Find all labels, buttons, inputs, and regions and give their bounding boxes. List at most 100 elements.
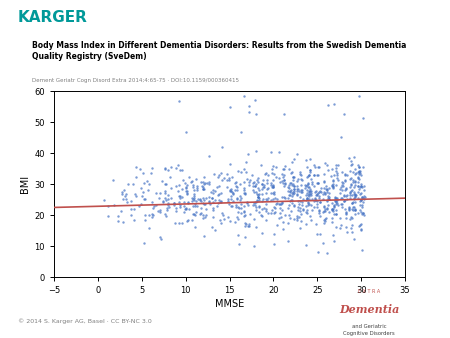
Point	[321, 217, 328, 222]
Point	[192, 210, 199, 215]
Point	[358, 183, 365, 188]
Point	[354, 183, 361, 189]
Point	[130, 206, 138, 211]
Point	[351, 194, 359, 199]
Point	[335, 202, 342, 208]
Point	[320, 171, 328, 177]
Point	[159, 198, 166, 203]
Point	[320, 190, 327, 195]
Point	[350, 195, 357, 201]
Point	[360, 116, 367, 121]
Point	[334, 177, 342, 183]
Point	[303, 188, 310, 193]
Point	[233, 197, 240, 202]
Point	[217, 190, 225, 195]
Point	[354, 195, 361, 201]
Point	[164, 196, 171, 201]
Point	[251, 190, 258, 195]
Point	[253, 177, 261, 183]
Point	[342, 171, 349, 176]
Point	[256, 197, 263, 203]
Point	[314, 201, 321, 207]
Point	[290, 187, 297, 192]
Point	[258, 213, 265, 218]
Point	[180, 199, 188, 205]
Point	[104, 204, 112, 209]
Point	[197, 210, 204, 216]
Point	[320, 209, 327, 214]
Point	[308, 196, 315, 202]
Point	[355, 187, 362, 192]
Point	[133, 194, 140, 199]
Point	[286, 202, 293, 208]
Point	[166, 174, 173, 179]
Point	[315, 189, 323, 195]
Point	[333, 165, 340, 171]
Point	[270, 204, 278, 210]
Point	[150, 203, 158, 209]
Point	[329, 182, 337, 187]
Point	[224, 184, 231, 189]
Point	[252, 207, 259, 213]
Point	[191, 212, 198, 218]
Point	[320, 185, 328, 191]
Point	[262, 191, 269, 196]
Point	[319, 192, 326, 197]
Point	[252, 204, 260, 210]
Point	[117, 209, 125, 214]
Point	[270, 242, 277, 247]
Point	[146, 212, 153, 217]
Point	[297, 205, 304, 210]
Point	[168, 196, 175, 201]
Point	[295, 207, 302, 213]
Point	[201, 182, 208, 187]
Point	[299, 207, 306, 212]
Point	[258, 182, 265, 187]
Point	[254, 193, 261, 198]
Point	[209, 199, 216, 204]
Point	[298, 202, 306, 208]
Point	[303, 196, 310, 202]
Point	[287, 171, 294, 176]
Point	[179, 220, 186, 226]
Point	[270, 191, 277, 196]
Point	[351, 199, 359, 204]
Point	[351, 204, 358, 210]
Point	[227, 189, 234, 194]
Point	[358, 198, 365, 203]
Point	[303, 198, 310, 203]
Point	[242, 212, 249, 218]
Point	[188, 179, 195, 184]
Point	[122, 191, 129, 196]
Point	[198, 205, 205, 211]
Point	[189, 196, 197, 202]
Point	[311, 190, 318, 195]
Point	[227, 162, 234, 167]
Point	[351, 182, 359, 188]
Point	[250, 201, 257, 206]
Point	[351, 192, 359, 197]
Point	[357, 182, 364, 187]
Point	[329, 178, 337, 184]
Point	[290, 177, 297, 183]
Point	[347, 183, 354, 188]
Point	[342, 206, 349, 212]
Point	[288, 197, 295, 202]
Point	[330, 173, 338, 178]
Point	[293, 178, 300, 184]
Point	[159, 199, 166, 204]
Point	[199, 186, 207, 192]
Point	[272, 165, 279, 170]
Point	[339, 195, 346, 200]
Point	[338, 196, 345, 201]
Point	[324, 202, 331, 208]
Point	[199, 187, 207, 192]
Point	[256, 195, 263, 200]
Point	[276, 206, 283, 211]
Point	[352, 193, 360, 198]
Point	[328, 166, 335, 171]
Point	[343, 192, 351, 197]
Point	[254, 186, 261, 191]
Point	[171, 220, 178, 226]
Point	[181, 206, 189, 211]
